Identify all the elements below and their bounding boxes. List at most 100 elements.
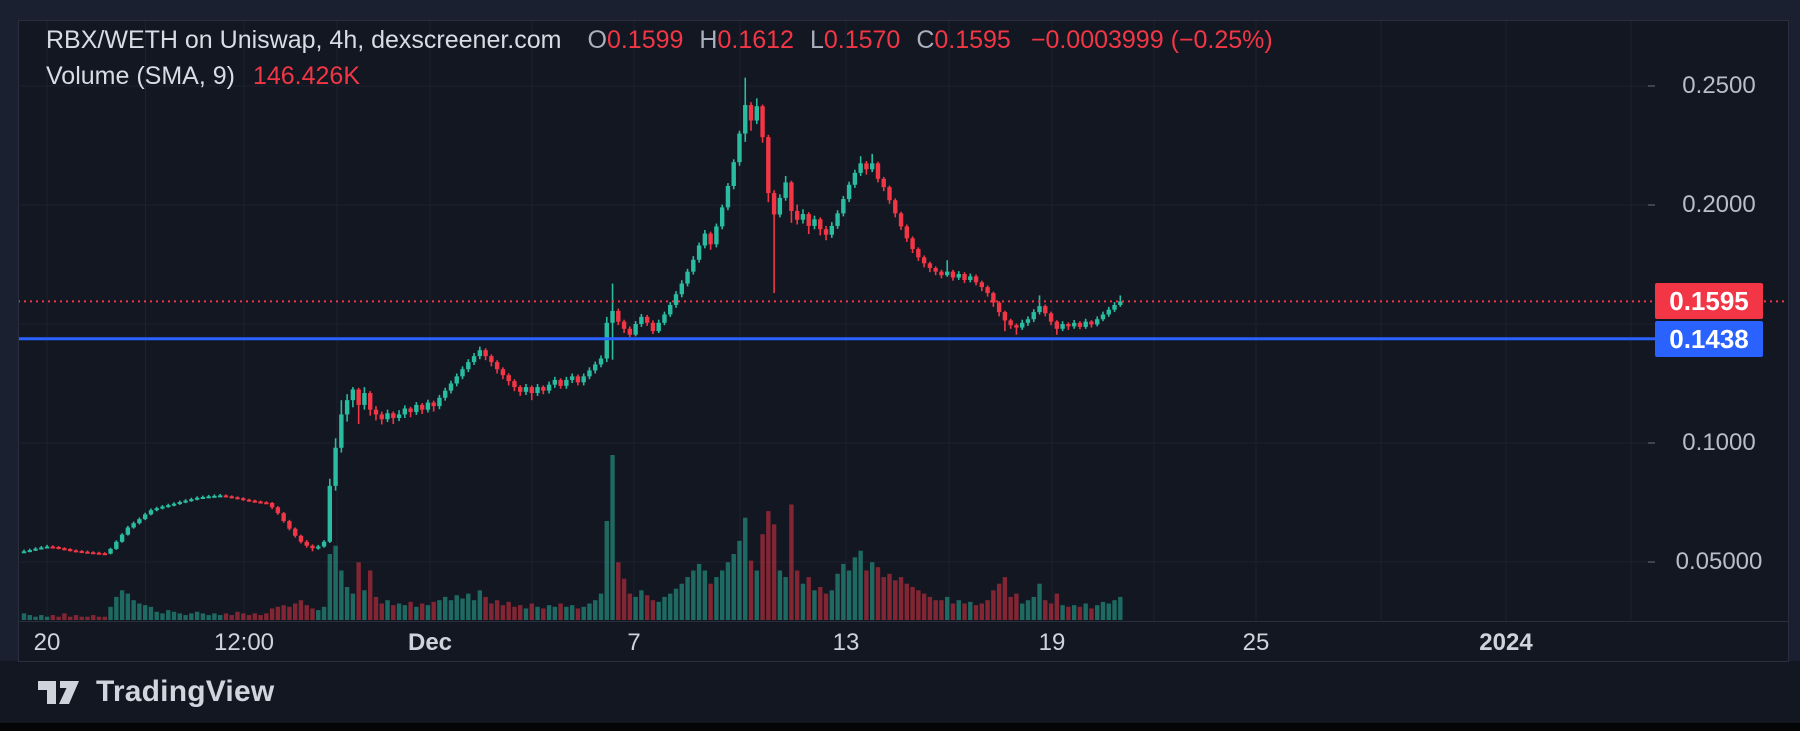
symbol-title[interactable]: RBX/WETH on Uniswap, 4h, dexscreener.com <box>46 26 562 54</box>
candle-body <box>316 546 321 549</box>
time-axis[interactable]: 20 12:00 Dec 7 13 19 25 2024 <box>0 622 1800 661</box>
volume-bar <box>119 590 125 620</box>
price-axis[interactable]: 0.2500 0.2000 0.1000 0.05000 0.1595 0.1438 <box>1648 0 1800 622</box>
volume-bar <box>264 613 269 620</box>
volume-bar <box>1066 606 1071 620</box>
volume-bar <box>298 600 304 620</box>
candle-body <box>708 233 713 245</box>
candle-body <box>177 502 182 505</box>
volume-bar <box>633 596 638 620</box>
candle-body <box>743 105 748 134</box>
candle-body <box>737 133 742 163</box>
volume-bar <box>1048 603 1054 620</box>
volume-bar <box>685 577 690 620</box>
volume-bar <box>650 600 656 620</box>
candle-body <box>639 316 644 324</box>
volume-bar <box>1008 596 1013 620</box>
candle-body <box>945 271 950 276</box>
candle-body <box>500 369 506 376</box>
candle-body <box>460 369 465 377</box>
candle-body <box>546 384 552 391</box>
volume-bar <box>108 606 113 620</box>
candle-body <box>1008 320 1013 326</box>
candle-body <box>414 404 419 413</box>
candle-body <box>506 375 511 382</box>
volume-bar <box>443 596 448 620</box>
candle-body <box>125 527 131 535</box>
volume-bar <box>1095 605 1100 620</box>
volume-bar <box>869 562 875 620</box>
time-axis-bottom-border <box>18 661 1789 662</box>
candle-body <box>633 324 638 335</box>
volume-bar <box>529 603 534 620</box>
volume-bar <box>177 613 182 620</box>
candle-body <box>650 322 656 332</box>
candle-body <box>760 106 765 138</box>
volume-bar <box>725 562 731 620</box>
volume-bar <box>587 603 592 620</box>
volume-bar <box>771 524 777 620</box>
tradingview-logo[interactable]: TradingView <box>36 675 274 709</box>
volume-bar <box>841 563 846 620</box>
volume-bar <box>846 570 852 620</box>
volume-bar <box>292 603 298 620</box>
volume-bar <box>1002 577 1008 620</box>
volume-bar <box>950 603 956 620</box>
volume-indicator-label[interactable]: Volume (SMA, 9) <box>46 62 235 90</box>
candle-body <box>494 362 500 370</box>
volume-bar <box>166 610 171 620</box>
volume-bar <box>898 577 904 620</box>
volume-bar <box>1014 593 1019 620</box>
volume-bar <box>200 613 206 620</box>
candle-body <box>21 551 27 554</box>
volume-bar <box>644 595 650 620</box>
volume-bar <box>489 603 494 620</box>
volume-bar <box>604 521 609 620</box>
volume-bar <box>408 601 413 620</box>
candle-body <box>408 408 413 413</box>
volume-bar <box>858 550 863 620</box>
candle-body <box>979 282 985 288</box>
candle-body <box>391 413 396 419</box>
candle-body <box>910 238 915 250</box>
candle-body <box>1071 322 1077 327</box>
panel-border-right <box>1788 20 1789 661</box>
time-axis-label: 25 <box>1242 629 1270 656</box>
volume-bar <box>125 593 131 620</box>
candle-body <box>777 197 783 215</box>
candle-body <box>206 496 211 499</box>
candle-body <box>1002 312 1008 321</box>
volume-bar <box>968 601 973 620</box>
volume-bar <box>702 570 708 620</box>
ohlc-open: O0.1599 <box>587 26 684 54</box>
candle-body <box>160 506 165 509</box>
candle-body <box>985 287 990 294</box>
price-tick-mark <box>1648 442 1655 444</box>
candle-body <box>339 414 344 448</box>
candle-body <box>67 549 73 552</box>
candle-body <box>85 551 90 554</box>
candle-body <box>1106 309 1111 315</box>
candle-body <box>362 393 367 405</box>
candle-body <box>1025 319 1031 323</box>
candle-body <box>754 106 759 121</box>
volume-bar <box>27 615 32 620</box>
volume-bar <box>518 605 523 620</box>
candle-body <box>119 534 125 542</box>
volume-bar <box>471 600 477 620</box>
volume-bar <box>1025 600 1031 620</box>
volume-bar <box>56 616 61 620</box>
volume-bar <box>494 600 500 620</box>
candle-body <box>350 389 356 401</box>
volume-bar <box>581 606 586 620</box>
price-level-badge: 0.1438 <box>1655 320 1763 357</box>
volume-bar <box>154 611 159 620</box>
candle-body <box>962 274 967 280</box>
ohlc-high: H0.1612 <box>699 26 794 54</box>
candle-body <box>292 528 298 536</box>
candle-body <box>264 502 269 505</box>
candle-body <box>812 219 817 226</box>
candle-body <box>719 207 725 227</box>
candle-body <box>881 178 886 188</box>
chart-plot-area[interactable] <box>0 0 1800 622</box>
